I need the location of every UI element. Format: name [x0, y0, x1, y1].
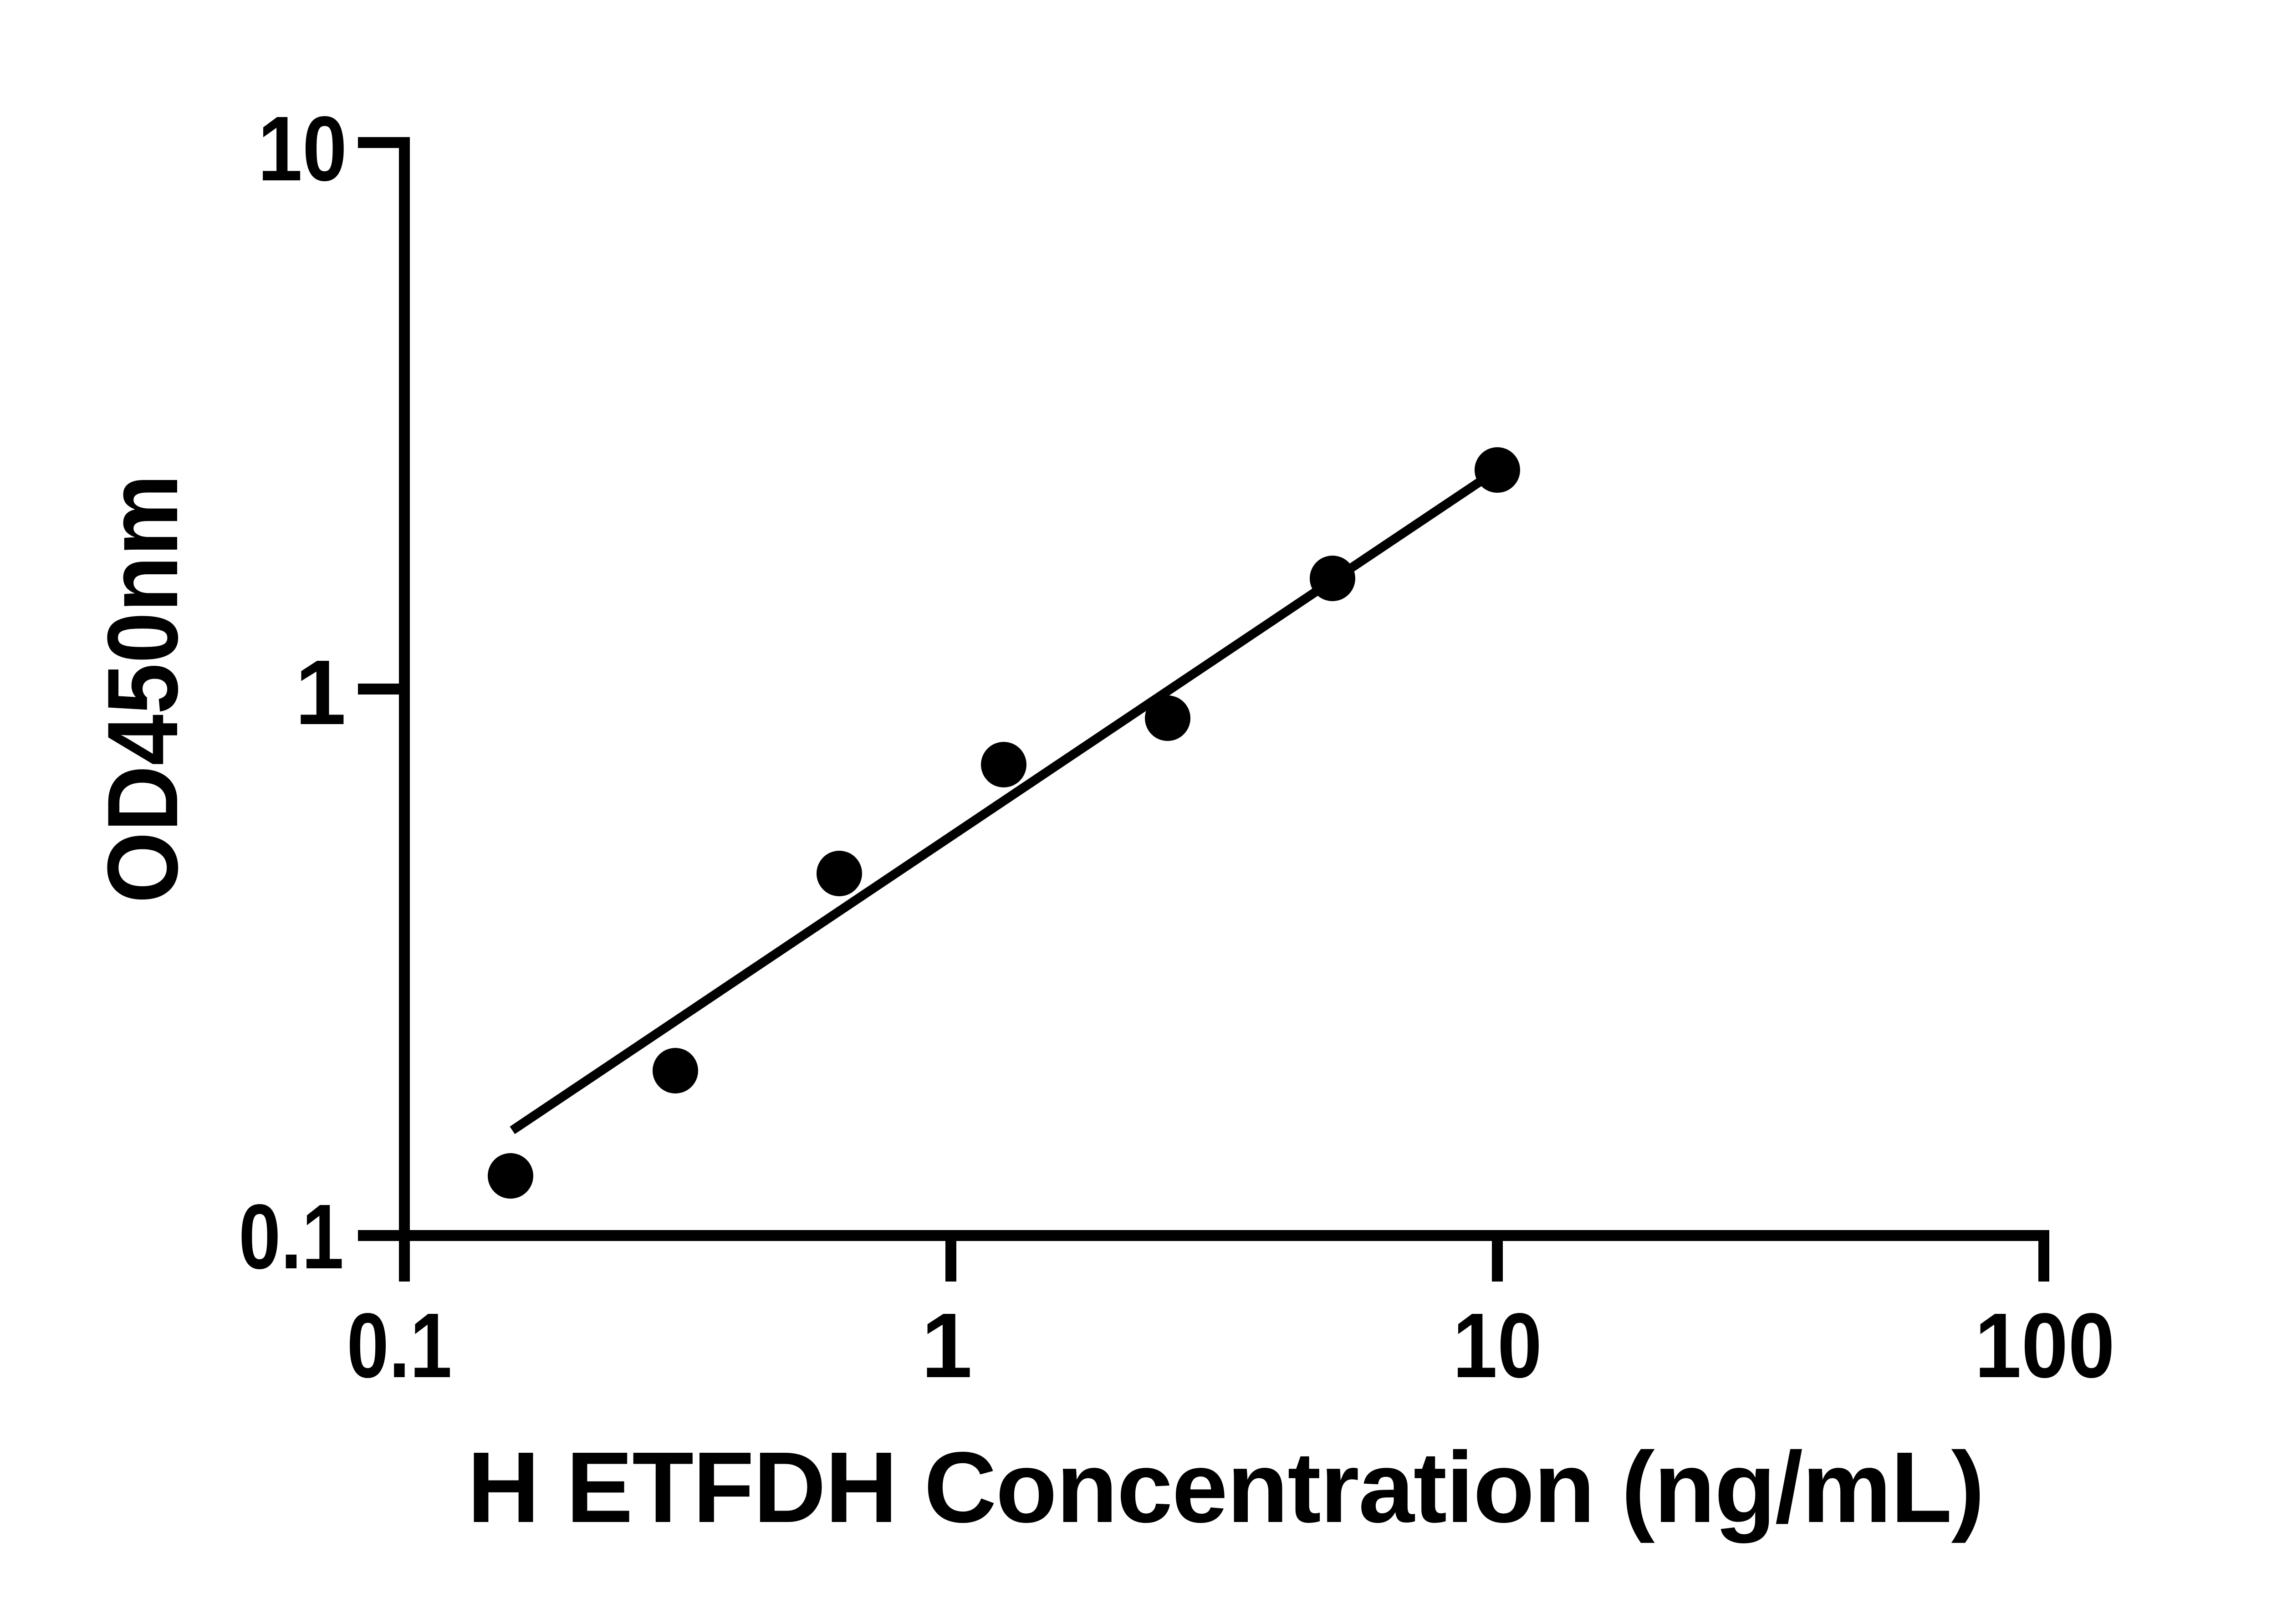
svg-text:0.1: 0.1: [347, 1294, 452, 1397]
svg-text:1: 1: [921, 1294, 972, 1397]
svg-text:1: 1: [295, 641, 346, 744]
svg-text:H ETFDH Concentration (ng/mL): H ETFDH Concentration (ng/mL): [467, 1431, 1984, 1543]
svg-text:0.1: 0.1: [239, 1185, 344, 1288]
svg-text:10: 10: [258, 97, 347, 200]
svg-text:10: 10: [1453, 1294, 1542, 1397]
svg-text:100: 100: [1975, 1294, 2115, 1397]
svg-text:OD450nm: OD450nm: [87, 475, 199, 904]
